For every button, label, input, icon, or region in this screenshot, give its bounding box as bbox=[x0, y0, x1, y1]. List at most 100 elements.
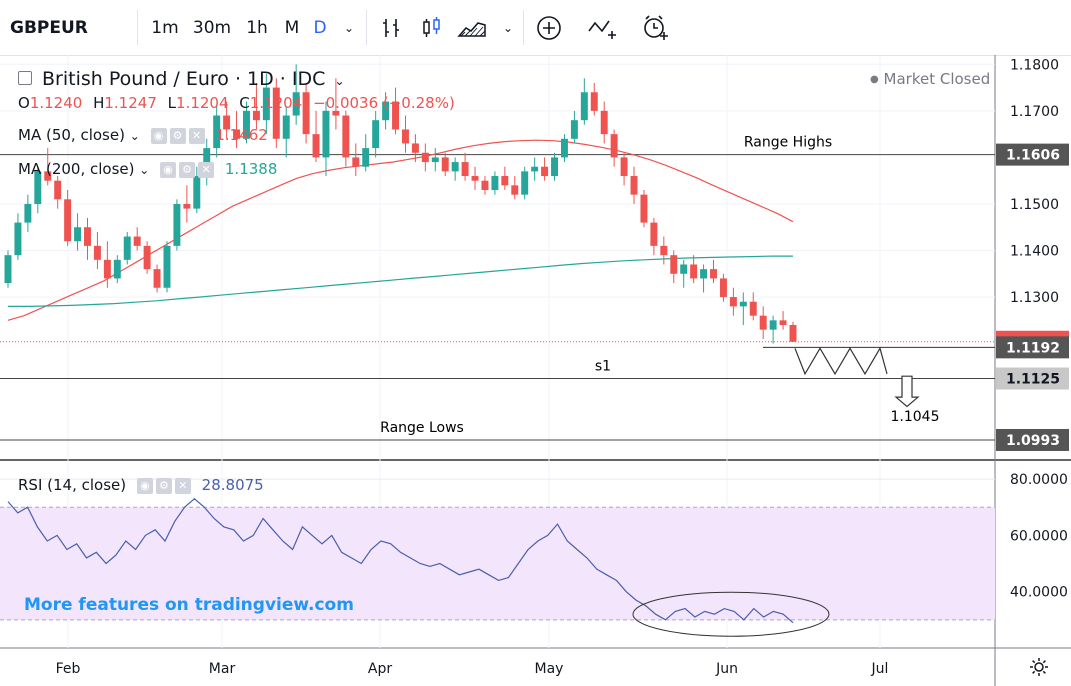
candle-body bbox=[163, 245, 171, 288]
interval-1m[interactable]: 1m bbox=[151, 17, 179, 38]
chevron-down-icon[interactable]: ⌄ bbox=[334, 74, 345, 88]
candle-body bbox=[411, 143, 419, 153]
candle-body bbox=[779, 320, 787, 325]
candle-body bbox=[24, 203, 32, 223]
y-tick-label: 1.1700 bbox=[1010, 104, 1059, 120]
gear-icon[interactable]: ⚙ bbox=[179, 161, 196, 178]
candle-body bbox=[392, 101, 400, 130]
candle-body bbox=[541, 166, 549, 177]
range-highs-label: Range Highs bbox=[744, 135, 832, 151]
x-tick-label: Jun bbox=[715, 661, 738, 677]
level-price-tag-text: 1.0993 bbox=[1006, 433, 1060, 449]
chevron-down-icon[interactable]: ⌄ bbox=[502, 20, 514, 35]
candle-body bbox=[103, 259, 111, 279]
candles-icon[interactable] bbox=[414, 0, 450, 55]
ma200-legend[interactable]: MA (200, close) ⌄ ◉ ⚙ ✕ 1.1388 bbox=[18, 160, 278, 178]
candle-body bbox=[123, 236, 131, 260]
compare-icon[interactable] bbox=[530, 0, 568, 55]
gear-icon[interactable]: ⚙ bbox=[155, 477, 172, 494]
indicators-icon[interactable] bbox=[582, 0, 626, 55]
chevron-down-icon[interactable]: ⌄ bbox=[129, 129, 140, 143]
toolbar-divider bbox=[137, 10, 138, 45]
market-status: ● Market Closed bbox=[870, 70, 991, 88]
candle-body bbox=[670, 255, 678, 274]
interval-D[interactable]: D bbox=[313, 17, 327, 38]
candle-body bbox=[153, 269, 161, 288]
eye-icon[interactable]: ◉ bbox=[136, 477, 153, 494]
candle-body bbox=[710, 269, 717, 279]
candle-body bbox=[173, 203, 181, 246]
level-price-tag bbox=[996, 367, 1069, 390]
range-lows-label: Range Lows bbox=[380, 420, 464, 436]
candle-body bbox=[143, 245, 151, 270]
candle-body bbox=[451, 162, 459, 172]
tradingview-watermark[interactable]: More features on tradingview.com bbox=[24, 595, 354, 615]
candle-body bbox=[700, 269, 708, 279]
candle-body bbox=[511, 185, 519, 195]
interval-M[interactable]: M bbox=[284, 17, 300, 38]
ma50-legend[interactable]: MA (50, close) ⌄ ◉ ⚙ ✕ 1.1462 bbox=[18, 126, 268, 144]
close-icon[interactable]: ✕ bbox=[188, 127, 205, 144]
level-price-tag bbox=[996, 143, 1069, 166]
rsi-legend[interactable]: RSI (14, close) ◉ ⚙ ✕ 28.8075 bbox=[18, 476, 264, 494]
candle-body bbox=[551, 157, 558, 177]
eye-icon[interactable]: ◉ bbox=[150, 127, 167, 144]
chevron-down-icon[interactable]: ⌄ bbox=[343, 20, 355, 35]
interval-30m[interactable]: 30m bbox=[192, 17, 232, 38]
candle-body bbox=[4, 255, 12, 284]
candle-body bbox=[113, 259, 121, 279]
candle-body bbox=[590, 92, 598, 111]
candle-body bbox=[262, 87, 270, 121]
candle-body bbox=[660, 245, 668, 256]
alert-icon[interactable] bbox=[636, 0, 676, 55]
candle-body bbox=[471, 176, 479, 181]
candle-body bbox=[243, 110, 250, 139]
close-icon[interactable]: ✕ bbox=[198, 161, 215, 178]
candle-body bbox=[620, 157, 628, 177]
chart-legend-title[interactable]: British Pound / Euro · 1D · IDC ⌄ bbox=[18, 68, 345, 90]
candle-body bbox=[302, 92, 310, 135]
rsi-tick-label: 40.0000 bbox=[1010, 585, 1068, 601]
candle-body bbox=[223, 115, 231, 130]
symbol-search[interactable]: GBPEUR bbox=[10, 17, 88, 38]
interval-1h[interactable]: 1h bbox=[246, 17, 268, 38]
ohlc-values: O1.1240 H1.1247 L1.1204 C1.1204 −0.0036 … bbox=[18, 94, 455, 112]
candle-body bbox=[461, 162, 469, 177]
chart-title: British Pound / Euro · 1D · IDC bbox=[42, 68, 326, 90]
projection-zigzag bbox=[794, 346, 888, 376]
rsi-tick-label: 60.0000 bbox=[1010, 528, 1068, 544]
ma50-line bbox=[7, 139, 794, 321]
rsi-line bbox=[7, 498, 794, 624]
gear-icon[interactable]: ⚙ bbox=[169, 127, 186, 144]
level-price-tag-text: 1.1125 bbox=[1006, 372, 1060, 388]
price-chart[interactable]: 1.1606 1.1125 1.0993 Range Highs s1 Range Low… bbox=[0, 55, 1071, 686]
x-tick-label: Mar bbox=[209, 661, 236, 677]
collapse-icon[interactable] bbox=[18, 71, 32, 85]
candle-body bbox=[362, 148, 370, 167]
candle-body bbox=[272, 87, 280, 139]
candle-body bbox=[292, 92, 300, 116]
x-tick-label: Feb bbox=[56, 661, 81, 677]
candle-body bbox=[44, 171, 52, 181]
chevron-down-icon[interactable]: ⌄ bbox=[139, 163, 150, 177]
settings-gear-icon[interactable] bbox=[1028, 656, 1050, 678]
close-icon[interactable]: ✕ bbox=[174, 477, 191, 494]
candle-body bbox=[312, 134, 320, 158]
candle-body bbox=[213, 115, 221, 149]
candle-body bbox=[133, 236, 141, 246]
candle-body bbox=[600, 110, 608, 135]
bar-style-icon[interactable] bbox=[374, 0, 410, 55]
candle-body bbox=[729, 297, 737, 307]
candle-body bbox=[322, 110, 330, 158]
x-tick-label: Apr bbox=[368, 661, 392, 677]
candle-body bbox=[342, 115, 350, 158]
candle-body bbox=[690, 264, 698, 279]
x-tick-label: Jul bbox=[871, 661, 889, 677]
candle-body bbox=[650, 222, 658, 246]
candle-body bbox=[431, 157, 439, 163]
candle-body bbox=[570, 120, 578, 139]
toolbar-divider bbox=[366, 10, 367, 45]
area-icon[interactable] bbox=[454, 0, 490, 55]
candle-body bbox=[759, 315, 767, 330]
eye-icon[interactable]: ◉ bbox=[160, 161, 177, 178]
